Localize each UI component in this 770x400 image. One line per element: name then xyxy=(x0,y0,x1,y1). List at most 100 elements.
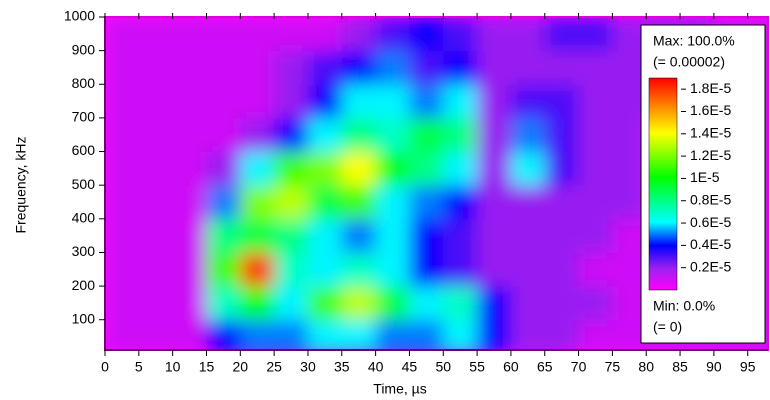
heat-cell xyxy=(578,50,613,85)
x-tick-label: 85 xyxy=(672,359,688,375)
heat-cell xyxy=(443,50,478,85)
max-value: (= 0.00002) xyxy=(653,54,725,70)
heat-cell xyxy=(409,319,444,350)
heat-cell xyxy=(307,252,343,287)
x-tick-label: 95 xyxy=(740,359,756,375)
x-tick-label: 90 xyxy=(706,359,722,375)
heat-cell xyxy=(510,84,546,119)
heat-cell xyxy=(105,84,140,119)
heat-cell xyxy=(510,319,546,350)
heat-cell xyxy=(341,84,377,119)
heat-cell xyxy=(206,50,241,85)
x-tick-label: 75 xyxy=(605,359,621,375)
y-tick-label: 300 xyxy=(72,243,96,259)
heat-cell xyxy=(544,286,580,321)
heat-cell xyxy=(443,286,478,321)
heat-cell xyxy=(443,218,478,253)
heat-cell xyxy=(274,151,309,186)
heat-cell xyxy=(105,252,140,287)
colorbar-tick-label: 0.2E-5 xyxy=(690,258,731,274)
heat-cell xyxy=(172,151,207,186)
heat-cell xyxy=(443,319,478,350)
heat-cell xyxy=(172,286,207,321)
heat-cell xyxy=(105,185,140,220)
heat-cell xyxy=(510,185,546,220)
x-tick-label: 60 xyxy=(503,359,519,375)
heat-cell xyxy=(274,17,309,52)
heat-cell xyxy=(443,117,478,153)
heat-cell xyxy=(578,84,613,119)
x-tick-label: 70 xyxy=(571,359,587,375)
heat-cell xyxy=(443,84,478,119)
heat-cell xyxy=(172,84,207,119)
heat-cell xyxy=(409,286,444,321)
heat-cell xyxy=(240,50,275,85)
heat-cell xyxy=(138,185,174,220)
x-tick-label: 65 xyxy=(537,359,553,375)
heat-cell xyxy=(477,50,512,85)
heat-cell xyxy=(544,252,580,287)
colorbar xyxy=(648,77,678,291)
x-tick-label: 10 xyxy=(165,359,181,375)
heat-cell xyxy=(341,151,377,186)
x-tick-label: 50 xyxy=(435,359,451,375)
heat-cell xyxy=(206,151,241,186)
heat-cell xyxy=(375,151,410,186)
heat-cell xyxy=(375,252,410,287)
max-label: Max: 100.0% xyxy=(653,33,735,49)
heat-cell xyxy=(206,84,241,119)
y-tick-label: 800 xyxy=(72,75,96,91)
heat-cell xyxy=(138,218,174,253)
x-tick-label: 15 xyxy=(199,359,215,375)
colorbar-tick-label: 1E-5 xyxy=(690,169,720,185)
heat-cell xyxy=(443,252,478,287)
heat-cell xyxy=(138,117,174,153)
heat-cell xyxy=(578,319,613,350)
x-tick-label: 45 xyxy=(402,359,418,375)
heat-cell xyxy=(105,17,140,52)
heat-cell xyxy=(578,117,613,153)
heat-cell xyxy=(274,185,309,220)
heat-cell xyxy=(544,218,580,253)
heat-cell xyxy=(544,151,580,186)
heat-cell xyxy=(341,319,377,350)
heat-cell xyxy=(274,84,309,119)
heat-cell xyxy=(172,50,207,85)
heat-cell xyxy=(274,117,309,153)
heat-cell xyxy=(240,185,275,220)
heat-cell xyxy=(375,50,410,85)
heat-cell xyxy=(544,319,580,350)
y-tick-label: 1000 xyxy=(64,8,95,24)
heat-cell xyxy=(578,252,613,287)
heat-cell xyxy=(477,286,512,321)
heat-cell xyxy=(172,185,207,220)
heat-cell xyxy=(375,84,410,119)
heat-cell xyxy=(341,117,377,153)
heat-cell xyxy=(544,17,580,52)
heat-cell xyxy=(206,319,241,350)
heat-cell xyxy=(375,117,410,153)
x-tick-label: 0 xyxy=(101,359,109,375)
heat-cell xyxy=(341,50,377,85)
heat-cell xyxy=(409,151,444,186)
heat-cell xyxy=(240,218,275,253)
heat-cell xyxy=(206,117,241,153)
heat-cell xyxy=(443,185,478,220)
heat-cell xyxy=(274,286,309,321)
heat-cell xyxy=(307,84,343,119)
heat-cell xyxy=(578,151,613,186)
y-tick-label: 200 xyxy=(72,277,96,293)
heat-cell xyxy=(375,17,410,52)
heat-cell xyxy=(443,17,478,52)
heat-cell xyxy=(510,286,546,321)
y-tick-label: 700 xyxy=(72,109,96,125)
heat-cell xyxy=(510,218,546,253)
heat-cell xyxy=(138,17,174,52)
heat-cell xyxy=(510,117,546,153)
heat-cell xyxy=(206,252,241,287)
heat-cell xyxy=(240,84,275,119)
min-label: Min: 0.0% xyxy=(653,298,715,314)
heat-cell xyxy=(578,218,613,253)
heat-cell xyxy=(105,286,140,321)
heat-cell xyxy=(274,319,309,350)
